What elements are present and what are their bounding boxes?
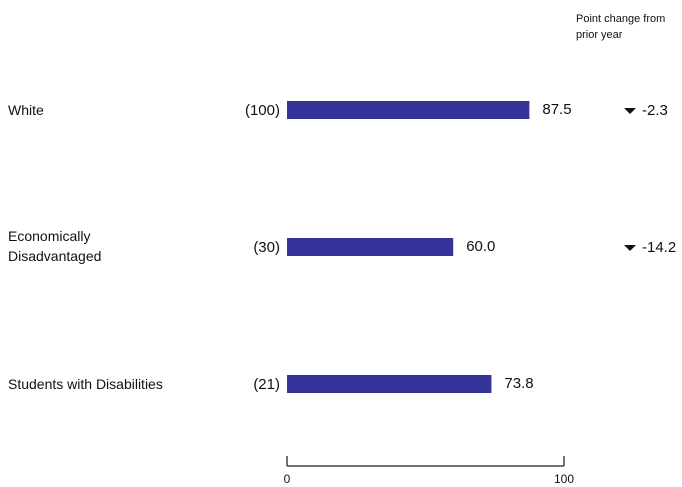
down-arrow-icon <box>624 245 636 251</box>
value-label-0: 87.5 <box>542 101 571 118</box>
down-arrow-icon <box>624 108 636 114</box>
row-label-0-0: White <box>8 102 44 118</box>
row-2: Students with Disabilities (21) 73.8 <box>8 375 534 393</box>
row-count-1: (30) <box>253 239 280 256</box>
row-count-0: (100) <box>245 102 280 119</box>
rows: White (100) 87.5 -2.3 Economically Disadvanta… <box>8 101 676 393</box>
value-label-2: 73.8 <box>504 375 533 392</box>
change-header-line-1: Point change from <box>576 13 665 25</box>
value-label-1: 60.0 <box>466 238 495 255</box>
bar-0 <box>287 101 530 119</box>
x-tick-label-1: 100 <box>554 472 574 486</box>
row-label-1-0: Economically <box>8 228 90 244</box>
row-label-1-1: Disadvantaged <box>8 248 101 264</box>
x-axis: 0 100 <box>284 456 574 486</box>
change-header: Point change from prior year <box>576 13 665 41</box>
bar-1 <box>287 238 454 256</box>
change-value-1: -14.2 <box>642 239 676 256</box>
row-label-2-0: Students with Disabilities <box>8 376 163 392</box>
row-count-2: (21) <box>253 376 280 393</box>
row-0: White (100) 87.5 -2.3 <box>8 101 668 119</box>
change-header-line-2: prior year <box>576 29 623 41</box>
x-tick-label-0: 0 <box>284 472 291 486</box>
bar-2 <box>287 375 492 393</box>
row-1: Economically Disadvantaged (30) 60.0 -14.2 <box>8 228 676 264</box>
change-value-0: -2.3 <box>642 102 668 119</box>
